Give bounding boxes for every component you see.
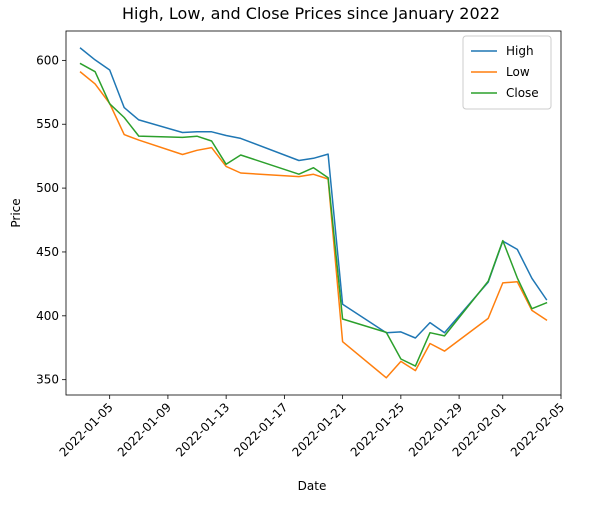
y-axis-title: Price [9,198,23,227]
y-tick-label: 450 [36,245,59,259]
y-tick-label: 550 [36,117,59,131]
y-tick-label: 600 [36,53,59,67]
y-tick-label: 350 [36,373,59,387]
legend: High Low Close [462,35,552,110]
series-line-low [79,71,548,379]
legend-box [462,35,552,110]
chart-title: High, Low, and Close Prices since Januar… [122,4,500,23]
legend-label-low: Low [506,65,530,79]
y-tick-label: 500 [36,181,59,195]
plot-area-frame [65,30,562,396]
legend-label-high: High [506,44,534,58]
series-line-close [79,62,548,367]
x-axis-title: Date [298,479,327,493]
y-tick-label: 400 [36,309,59,323]
legend-label-close: Close [506,86,539,100]
